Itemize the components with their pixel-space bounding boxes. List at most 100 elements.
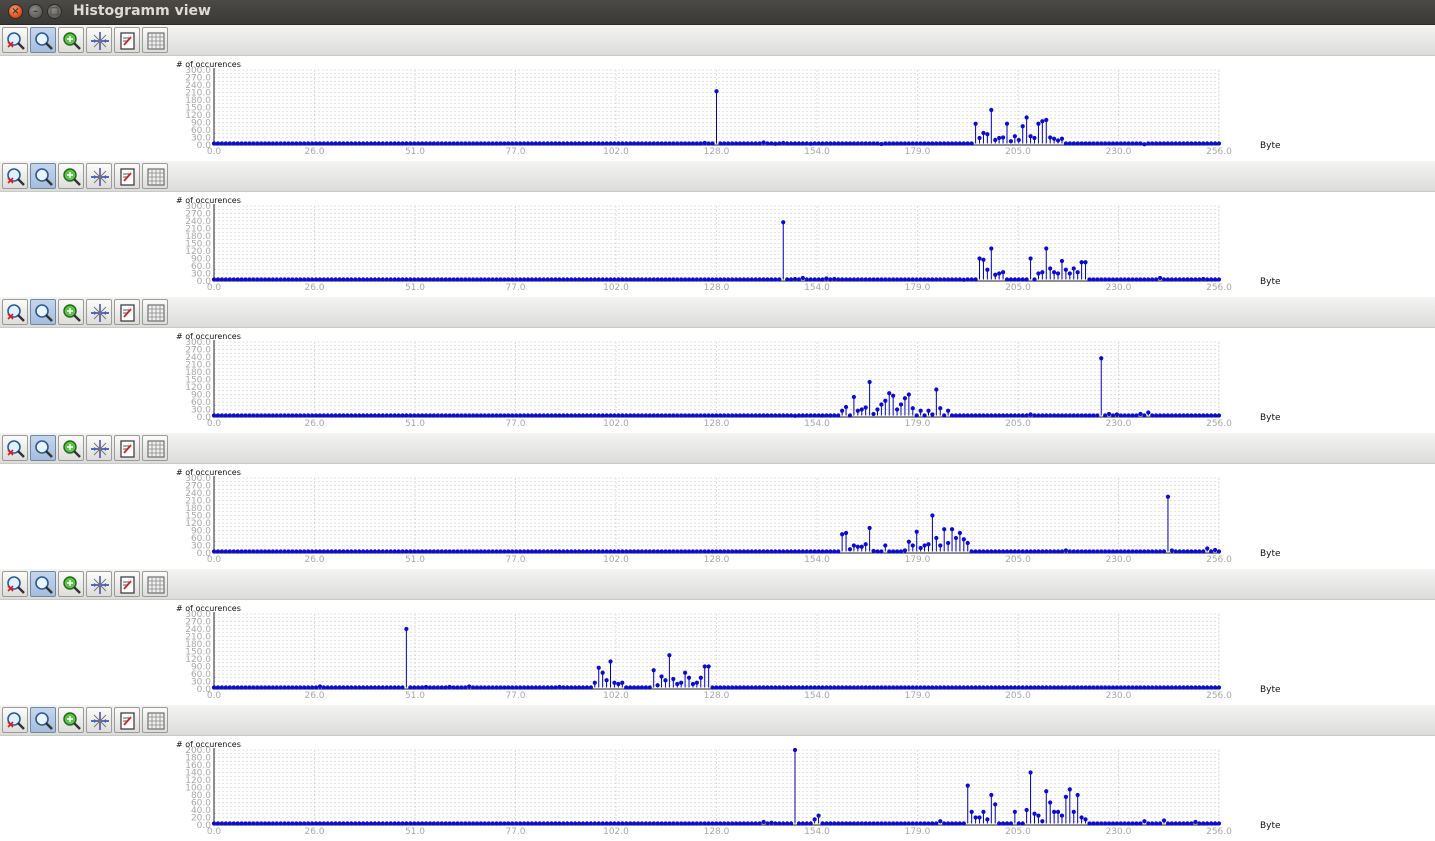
data-point: [341, 549, 346, 554]
data-point: [612, 141, 617, 146]
data-point: [219, 549, 224, 554]
data-point: [1008, 277, 1014, 282]
zoom-button[interactable]: [30, 435, 56, 461]
data-point: [1055, 549, 1061, 554]
zoom-reset-button[interactable]: [2, 27, 28, 53]
crosshair-button[interactable]: [86, 27, 112, 53]
export-button[interactable]: [114, 163, 140, 189]
zoom-reset-button[interactable]: [2, 435, 28, 461]
zoom-button[interactable]: [30, 27, 56, 53]
data-point: [863, 821, 868, 826]
data-point: [1075, 270, 1080, 275]
x-tick-label: 51.0: [405, 555, 425, 565]
pan-button[interactable]: [58, 163, 84, 189]
y-tick-label: 0.0: [197, 413, 212, 423]
data-point: [769, 549, 774, 554]
data-point: [989, 792, 994, 798]
minimize-window-button[interactable]: –: [28, 4, 43, 19]
crosshair-button[interactable]: [86, 299, 112, 325]
zoom-reset-button[interactable]: [2, 571, 28, 597]
pan-button[interactable]: [58, 707, 84, 733]
export-button[interactable]: [114, 27, 140, 53]
data-point: [266, 277, 272, 282]
zoom-button[interactable]: [30, 299, 56, 325]
data-point: [317, 413, 323, 418]
data-point: [957, 413, 962, 418]
export-button[interactable]: [114, 435, 140, 461]
data-point: [600, 821, 605, 826]
data-point: [1161, 141, 1167, 146]
pan-button[interactable]: [58, 435, 84, 461]
pan-button[interactable]: [58, 27, 84, 53]
y-tick-label: 80.0: [191, 791, 211, 801]
maximize-window-button[interactable]: □: [47, 4, 62, 19]
data-point: [223, 549, 228, 554]
data-point: [635, 549, 641, 554]
data-point: [549, 413, 554, 418]
y-tick-label: 180.0: [185, 368, 211, 378]
zoom-button[interactable]: [30, 163, 56, 189]
data-point: [824, 141, 829, 146]
data-point: [455, 549, 460, 554]
grid-button[interactable]: [142, 435, 168, 461]
data-point: [918, 685, 923, 690]
data-point: [714, 549, 719, 554]
crosshair-button[interactable]: [86, 163, 112, 189]
y-tick-label: 0.0: [197, 141, 212, 151]
pan-button[interactable]: [58, 571, 84, 597]
grid-button[interactable]: [142, 27, 168, 53]
export-button[interactable]: [114, 707, 140, 733]
pan-button[interactable]: [58, 299, 84, 325]
data-point: [1004, 277, 1010, 282]
grid-button[interactable]: [142, 571, 168, 597]
data-point: [1209, 413, 1214, 418]
data-point: [1000, 685, 1006, 690]
grid-button[interactable]: [142, 707, 168, 733]
data-point: [592, 277, 597, 282]
crosshair-button[interactable]: [86, 435, 112, 461]
x-tick-label: 205.0: [1005, 827, 1031, 837]
data-point: [313, 141, 319, 146]
export-button[interactable]: [114, 571, 140, 597]
zoom-reset-button[interactable]: [2, 163, 28, 189]
data-point: [518, 277, 523, 282]
data-point: [906, 685, 911, 690]
data-point: [1087, 141, 1092, 146]
data-point: [1161, 277, 1167, 282]
data-point: [266, 549, 272, 554]
data-point: [1020, 124, 1025, 129]
data-point: [788, 821, 794, 826]
data-point: [227, 549, 232, 554]
y-tick-label: 60.0: [191, 534, 211, 544]
data-point: [812, 549, 817, 554]
data-point: [718, 685, 723, 690]
data-point: [891, 685, 896, 690]
data-point: [1197, 685, 1202, 690]
zoom-reset-button[interactable]: [2, 299, 28, 325]
data-point: [686, 413, 692, 418]
export-button[interactable]: [114, 299, 140, 325]
y-tick-label: 180.0: [185, 232, 211, 242]
close-window-button[interactable]: ×: [8, 4, 23, 19]
data-point: [1130, 413, 1135, 418]
data-point: [1000, 821, 1006, 826]
data-point: [596, 141, 601, 146]
data-point: [310, 277, 315, 282]
data-point: [223, 685, 228, 690]
zoom-reset-button[interactable]: [2, 707, 28, 733]
x-tick-label: 179.0: [905, 691, 931, 701]
data-point: [855, 685, 860, 690]
data-point: [906, 277, 911, 282]
data-point: [671, 141, 676, 146]
grid-button[interactable]: [142, 299, 168, 325]
minimize-icon: –: [33, 6, 38, 17]
data-point: [898, 549, 904, 554]
zoom-button[interactable]: [30, 571, 56, 597]
crosshair-button[interactable]: [86, 707, 112, 733]
data-point: [286, 685, 291, 690]
data-point: [1067, 413, 1072, 418]
grid-button[interactable]: [142, 163, 168, 189]
zoom-button[interactable]: [30, 707, 56, 733]
data-point: [679, 277, 684, 282]
crosshair-button[interactable]: [86, 571, 112, 597]
